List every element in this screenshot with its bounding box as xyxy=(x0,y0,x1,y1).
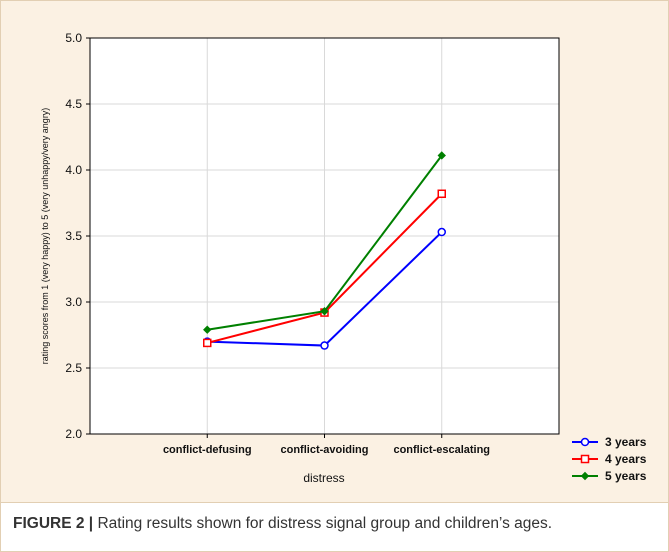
line-chart: 2.02.53.03.54.04.55.0 conflict-defusing c… xyxy=(40,31,647,485)
grid-lines xyxy=(90,38,559,434)
y-tick-label: 4.5 xyxy=(65,97,82,111)
y-tick-label: 3.5 xyxy=(65,229,82,243)
data-point-5-years xyxy=(437,151,446,160)
legend-marker-5-years xyxy=(580,471,590,481)
legend-marker-3-years xyxy=(580,437,590,447)
legend-item-3-years: 3 years xyxy=(572,435,647,449)
x-axis-title: distress xyxy=(303,471,344,485)
data-point-3-years xyxy=(320,341,329,350)
x-tick-label: conflict-defusing xyxy=(163,444,252,456)
series-5-years xyxy=(203,151,446,334)
y-axis-title: rating scores from 1 (very happy) to 5 (… xyxy=(40,108,50,365)
legend: 3 years 4 years 5 years xyxy=(572,435,647,483)
legend-item-5-years: 5 years xyxy=(572,469,647,483)
legend-item-4-years: 4 years xyxy=(572,452,647,466)
y-tick-label: 2.5 xyxy=(65,361,82,375)
data-point-4-years xyxy=(203,338,212,348)
data-point-5-years xyxy=(320,307,329,316)
caption-label: FIGURE 2 | xyxy=(13,515,94,532)
series-lines xyxy=(203,151,446,350)
y-tick-label: 3.0 xyxy=(65,295,82,309)
data-point-5-years xyxy=(203,325,212,334)
x-tick-labels: conflict-defusing conflict-avoiding confli… xyxy=(163,434,490,456)
x-tick-label: conflict-avoiding xyxy=(281,444,369,456)
y-tick-label: 5.0 xyxy=(65,31,82,45)
y-tick-labels: 2.0 2.5 3.0 3.5 4.0 4.5 5.0 xyxy=(65,31,90,441)
y-tick-label: 2.0 xyxy=(65,427,82,441)
y-tick-label: 4.0 xyxy=(65,163,82,177)
data-point-3-years xyxy=(437,227,446,237)
legend-label-3-years: 3 years xyxy=(605,435,647,449)
legend-label-5-years: 5 years xyxy=(605,469,647,483)
data-point-4-years xyxy=(437,189,446,199)
figure-caption: FIGURE 2 | Rating results shown for dist… xyxy=(1,502,668,551)
caption-text: Rating results shown for distress signal… xyxy=(93,515,553,532)
x-tick-label: conflict-escalating xyxy=(393,444,490,456)
legend-label-4-years: 4 years xyxy=(605,452,647,466)
legend-marker-4-years xyxy=(580,454,590,464)
